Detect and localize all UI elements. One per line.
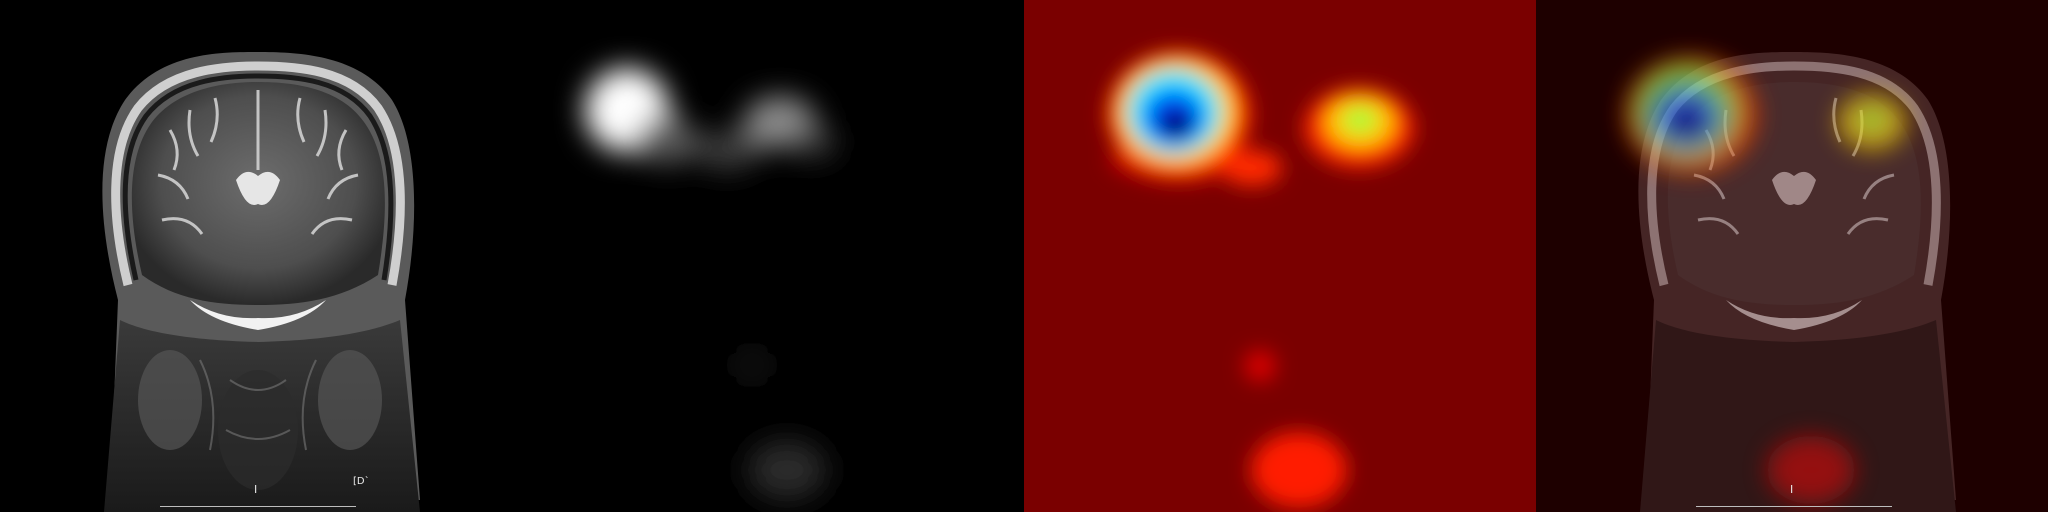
jet-heatmap-panel bbox=[1024, 0, 1536, 512]
scale-bar bbox=[160, 506, 356, 507]
corner-marker: [D` bbox=[353, 476, 370, 487]
jet-heatmap bbox=[1024, 0, 1536, 512]
mri-panel: I [D` bbox=[0, 0, 512, 512]
gray-heatmap-panel bbox=[512, 0, 1024, 512]
overlay-panel: I bbox=[1536, 0, 2048, 512]
overlay-image bbox=[1536, 0, 2048, 512]
overlay-orientation-marker: I bbox=[1790, 483, 1794, 496]
mri-image bbox=[0, 0, 512, 512]
gray-heatmap bbox=[512, 0, 1024, 512]
overlay-scale-bar bbox=[1696, 506, 1892, 507]
orientation-marker: I bbox=[254, 483, 258, 496]
